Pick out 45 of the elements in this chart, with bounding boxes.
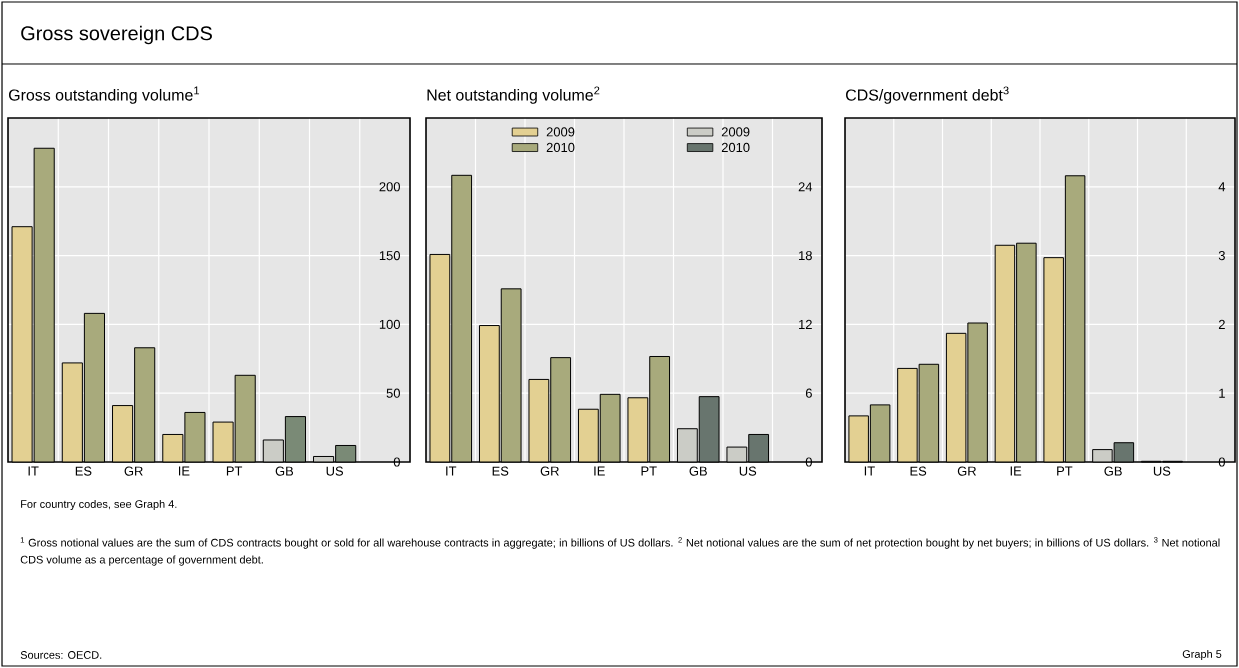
y-tick-label: 12: [799, 319, 812, 329]
x-tick-label: IT: [864, 466, 875, 476]
y-tick-label: 18: [799, 251, 812, 261]
x-tick-label: GR: [957, 466, 976, 476]
y-tick-label: 4: [1218, 182, 1226, 192]
x-tick-label: IT: [28, 466, 39, 476]
y-tick-label: 200: [379, 182, 400, 192]
x-tick-label: ES: [75, 466, 92, 476]
text: $^{1}$ Gross notional values are the sum of CDS contracts bought or sold for all warehouse contracts in aggregate; in billions of US dollars. $^{2}$ Net notional values are the sum of net protection bought by net buyers; in billions of US dollars. $^{3}$ Net notional CDS volume as a percentage of government debt.: [20, 537, 1220, 566]
text: Gross sovereign CDS: [21, 25, 212, 45]
source-note: Sources: OECD.: [20, 651, 102, 659]
x-tick-label: PT: [226, 466, 243, 476]
x-tick-label: IE: [594, 466, 605, 476]
chart-title: CDS/government debt$^{3}$: [846, 86, 1009, 104]
x-tick-label: ES: [910, 466, 927, 476]
text: For country codes, see Graph 4.: [21, 499, 177, 511]
y-tick-label: 100: [379, 319, 400, 329]
y-tick-label: 6: [805, 388, 812, 398]
x-tick-label: GB: [275, 466, 294, 476]
legend-label: 2009: [546, 127, 575, 137]
x-tick-label: GR: [124, 466, 143, 476]
chart-title: Gross outstanding volume$^{1}$: [9, 86, 200, 104]
x-tick-label: ES: [492, 466, 509, 476]
y-tick-label: 3: [1218, 251, 1225, 261]
y-tick-label: 50: [386, 388, 400, 398]
caption: Graph 5: [1182, 649, 1222, 661]
x-tick-label: US: [739, 466, 757, 476]
x-tick-label: PT: [641, 466, 657, 476]
legend-label: 2009: [721, 127, 750, 137]
y-tick-label: 1: [1219, 388, 1225, 398]
x-tick-label: US: [326, 466, 344, 476]
x-tick-label: PT: [1057, 466, 1073, 476]
y-tick-label: 150: [379, 251, 400, 261]
legend-label: 2010: [546, 142, 575, 153]
x-tick-label: IE: [178, 466, 190, 476]
x-tick-label: GB: [1104, 466, 1122, 476]
x-tick-label: GB: [689, 466, 707, 476]
x-tick-label: GR: [540, 466, 559, 476]
x-tick-label: IE: [1010, 466, 1022, 476]
y-tick-label: 2: [1218, 319, 1225, 329]
legend-label: 2010: [721, 142, 750, 153]
chart-title: Net outstanding volume$^{2}$: [427, 86, 600, 104]
y-tick-label: 24: [798, 182, 813, 192]
x-tick-label: US: [1153, 466, 1171, 476]
x-tick-label: IT: [446, 466, 457, 476]
